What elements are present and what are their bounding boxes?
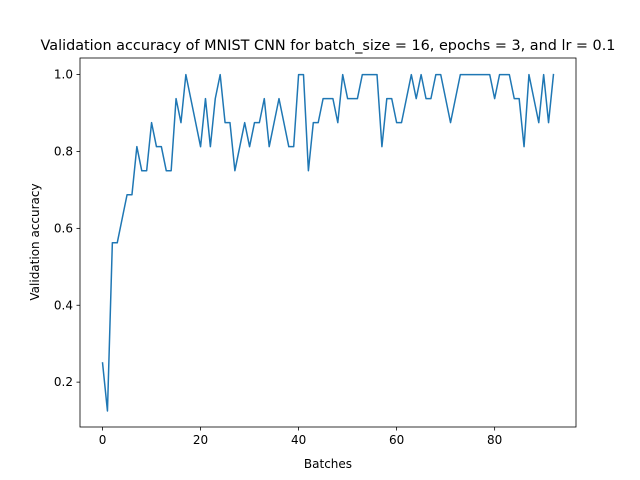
series-line-0 [101,73,555,412]
y-axis-label: Validation accuracy [28,183,42,300]
x-tick-label: 20 [193,433,208,447]
axes-frame [79,57,577,428]
x-tick-label: 60 [389,433,404,447]
y-tick-label: 0.6 [54,221,73,235]
y-tick-label: 0.8 [54,144,73,158]
y-tick-label: 1.0 [54,68,73,82]
x-axis-label: Batches [304,457,352,471]
y-tick-label: 0.4 [54,298,73,312]
plot-area: 0 20 40 60 80 0.2 0.4 0.6 0.8 1.0 [54,57,577,447]
x-tick-label: 0 [99,433,107,447]
y-tick-label: 0.2 [54,375,73,389]
x-tick-label: 80 [487,433,502,447]
chart-title: Validation accuracy of MNIST CNN for bat… [41,38,616,54]
x-tick-label: 40 [291,433,306,447]
